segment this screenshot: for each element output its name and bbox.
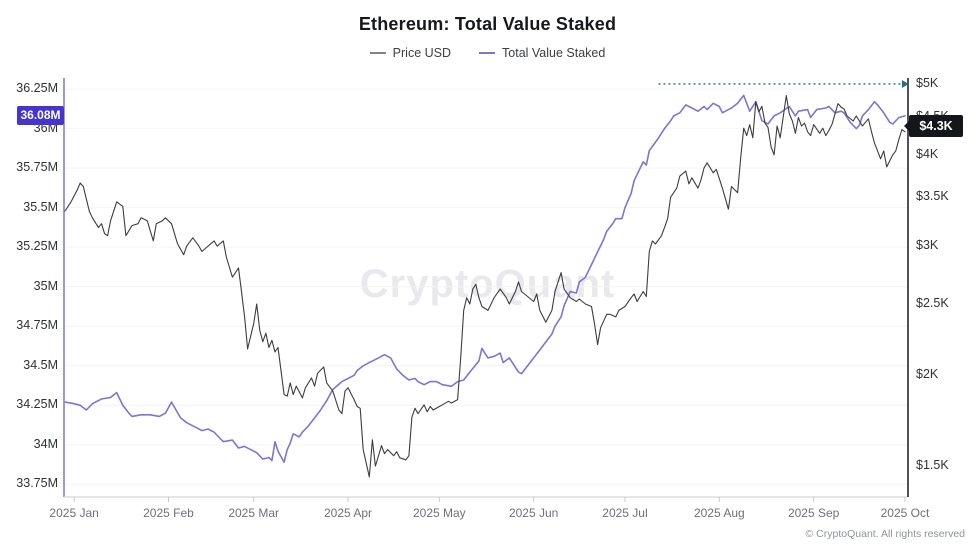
price-usd-line-swatch-icon — [369, 52, 386, 54]
chart-title: Ethereum: Total Value Staked — [358, 14, 617, 34]
price-usd-series-line[interactable] — [64, 95, 906, 478]
right-badge-text: $4.3K — [919, 118, 953, 133]
annotation-arrowhead-icon — [901, 79, 909, 88]
total-value-staked-series-line[interactable] — [64, 94, 906, 464]
chart-legend: Price USD Total Value Staked — [0, 46, 975, 60]
total-value-staked-line-swatch-icon — [479, 52, 496, 54]
legend-item-total-value-staked[interactable]: Total Value Staked — [479, 46, 605, 60]
badge-notch-icon — [904, 120, 909, 131]
legend-item-price-usd[interactable]: Price USD — [369, 46, 452, 60]
left-axis-value-badge: 36.08M — [17, 105, 64, 125]
copyright-footer: © CryptoQuant. All rights reserved — [805, 528, 965, 540]
legend-label-price-usd: Price USD — [392, 46, 452, 60]
right-axis-value-badge: $4.3K — [904, 114, 963, 137]
legend-label-total-value-staked: Total Value Staked — [502, 46, 606, 60]
